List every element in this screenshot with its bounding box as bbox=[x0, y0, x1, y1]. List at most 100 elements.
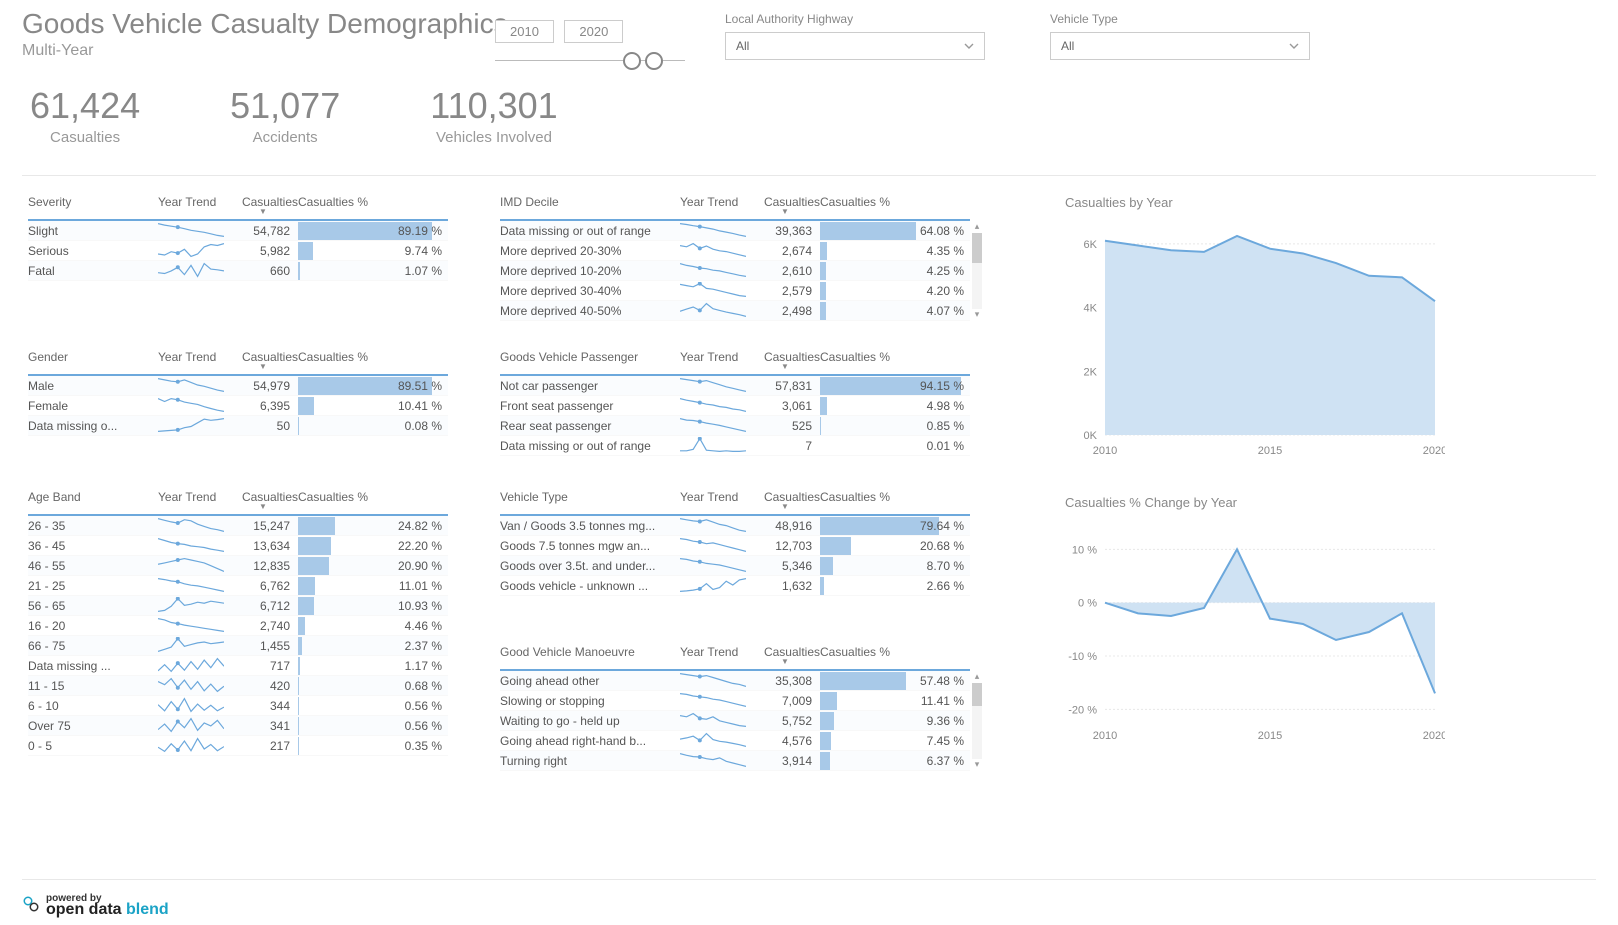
row-label: 11 - 15 bbox=[28, 679, 158, 693]
chart-casualties-by-year[interactable]: Casualties by Year 0K2K4K6K201020152020 bbox=[1065, 195, 1445, 460]
table-row[interactable]: Slight 54,782 89.19 % bbox=[28, 221, 448, 241]
table-header[interactable]: Vehicle Type Year Trend Casualties▼ Casu… bbox=[500, 490, 970, 516]
year-from-input[interactable]: 2010 bbox=[495, 20, 554, 43]
table-row[interactable]: Van / Goods 3.5 tonnes mg... 48,916 79.6… bbox=[500, 516, 970, 536]
col-trend[interactable]: Year Trend bbox=[680, 350, 750, 370]
table-row[interactable]: 56 - 65 6,712 10.93 % bbox=[28, 596, 448, 616]
row-casualties: 48,916 bbox=[750, 519, 820, 533]
table-row[interactable]: Waiting to go - held up 5,752 9.36 % bbox=[500, 711, 970, 731]
table-row[interactable]: More deprived 30-40% 2,579 4.20 % bbox=[500, 281, 970, 301]
col-trend[interactable]: Year Trend bbox=[158, 195, 228, 215]
col-trend[interactable]: Year Trend bbox=[680, 195, 750, 215]
col-trend[interactable]: Year Trend bbox=[158, 490, 228, 510]
slider-track[interactable] bbox=[495, 51, 685, 71]
table-header[interactable]: IMD Decile Year Trend Casualties▼ Casual… bbox=[500, 195, 970, 221]
slider-handle-from[interactable] bbox=[623, 52, 641, 70]
table-header[interactable]: Gender Year Trend Casualties▼ Casualties… bbox=[28, 350, 448, 376]
row-pct-bar: 4.35 % bbox=[820, 242, 970, 260]
col-casualties[interactable]: Casualties▼ bbox=[750, 350, 820, 370]
scroll-down-icon[interactable]: ▾ bbox=[972, 309, 982, 321]
row-pct-bar: 1.07 % bbox=[298, 262, 448, 280]
year-range-slider[interactable]: 2010 2020 bbox=[495, 20, 685, 71]
table-row[interactable]: 11 - 15 420 0.68 % bbox=[28, 676, 448, 696]
chart-casualties-pct-change[interactable]: Casualties % Change by Year -20 %-10 %0 … bbox=[1065, 495, 1445, 745]
table-row[interactable]: 0 - 5 217 0.35 % bbox=[28, 736, 448, 756]
col-name[interactable]: Goods Vehicle Passenger bbox=[500, 350, 680, 370]
col-pct[interactable]: Casualties % bbox=[820, 350, 970, 370]
col-pct[interactable]: Casualties % bbox=[820, 490, 970, 510]
col-casualties[interactable]: Casualties▼ bbox=[750, 645, 820, 665]
table-row[interactable]: Turning right 3,914 6.37 % bbox=[500, 751, 970, 771]
scroll-up-icon[interactable]: ▴ bbox=[972, 671, 982, 683]
row-casualties: 717 bbox=[228, 659, 298, 673]
table-row[interactable]: Goods vehicle - unknown ... 1,632 2.66 % bbox=[500, 576, 970, 596]
slider-handle-to[interactable] bbox=[645, 52, 663, 70]
table-row[interactable]: Female 6,395 10.41 % bbox=[28, 396, 448, 416]
col-pct[interactable]: Casualties % bbox=[820, 195, 970, 215]
dropdown-local-authority[interactable]: All bbox=[725, 32, 985, 60]
col-trend[interactable]: Year Trend bbox=[680, 490, 750, 510]
col-casualties[interactable]: Casualties▼ bbox=[228, 350, 298, 370]
table-row[interactable]: Fatal 660 1.07 % bbox=[28, 261, 448, 281]
row-casualties: 50 bbox=[228, 419, 298, 433]
table-row[interactable]: 66 - 75 1,455 2.37 % bbox=[28, 636, 448, 656]
table-row[interactable]: Front seat passenger 3,061 4.98 % bbox=[500, 396, 970, 416]
col-name[interactable]: Age Band bbox=[28, 490, 158, 510]
table-header[interactable]: Age Band Year Trend Casualties▼ Casualti… bbox=[28, 490, 448, 516]
year-to-input[interactable]: 2020 bbox=[564, 20, 623, 43]
table-row[interactable]: Serious 5,982 9.74 % bbox=[28, 241, 448, 261]
table-row[interactable]: 36 - 45 13,634 22.20 % bbox=[28, 536, 448, 556]
col-pct[interactable]: Casualties % bbox=[298, 490, 448, 510]
table-row[interactable]: 46 - 55 12,835 20.90 % bbox=[28, 556, 448, 576]
col-trend[interactable]: Year Trend bbox=[158, 350, 228, 370]
scrollbar[interactable]: ▴ ▾ bbox=[972, 671, 982, 771]
table-row[interactable]: Male 54,979 89.51 % bbox=[28, 376, 448, 396]
col-casualties[interactable]: Casualties▼ bbox=[750, 490, 820, 510]
table-row[interactable]: 16 - 20 2,740 4.46 % bbox=[28, 616, 448, 636]
table-row[interactable]: Slowing or stopping 7,009 11.41 % bbox=[500, 691, 970, 711]
col-casualties[interactable]: Casualties▼ bbox=[750, 195, 820, 215]
table-row[interactable]: Data missing o... 50 0.08 % bbox=[28, 416, 448, 436]
scroll-up-icon[interactable]: ▴ bbox=[972, 221, 982, 233]
col-name[interactable]: Good Vehicle Manoeuvre bbox=[500, 645, 680, 665]
sparkline bbox=[158, 597, 228, 615]
table-row[interactable]: Going ahead right-hand b... 4,576 7.45 % bbox=[500, 731, 970, 751]
table-row[interactable]: Data missing ... 717 1.17 % bbox=[28, 656, 448, 676]
table-row[interactable]: Going ahead other 35,308 57.48 % bbox=[500, 671, 970, 691]
col-name[interactable]: Severity bbox=[28, 195, 158, 215]
col-pct[interactable]: Casualties % bbox=[298, 195, 448, 215]
col-casualties[interactable]: Casualties▼ bbox=[228, 490, 298, 510]
table-row[interactable]: Goods over 3.5t. and under... 5,346 8.70… bbox=[500, 556, 970, 576]
scroll-down-icon[interactable]: ▾ bbox=[972, 759, 982, 771]
row-label: Data missing o... bbox=[28, 419, 158, 433]
table-header[interactable]: Severity Year Trend Casualties▼ Casualti… bbox=[28, 195, 448, 221]
table-row[interactable]: 26 - 35 15,247 24.82 % bbox=[28, 516, 448, 536]
col-trend[interactable]: Year Trend bbox=[680, 645, 750, 665]
table-passenger: Goods Vehicle Passenger Year Trend Casua… bbox=[500, 350, 970, 456]
row-casualties: 5,346 bbox=[750, 559, 820, 573]
table-row[interactable]: 6 - 10 344 0.56 % bbox=[28, 696, 448, 716]
col-pct[interactable]: Casualties % bbox=[820, 645, 970, 665]
col-name[interactable]: Gender bbox=[28, 350, 158, 370]
table-header[interactable]: Good Vehicle Manoeuvre Year Trend Casual… bbox=[500, 645, 970, 671]
row-label: Turning right bbox=[500, 754, 680, 768]
col-pct[interactable]: Casualties % bbox=[298, 350, 448, 370]
dropdown-vehicle-type[interactable]: All bbox=[1050, 32, 1310, 60]
col-name[interactable]: Vehicle Type bbox=[500, 490, 680, 510]
table-row[interactable]: Data missing or out of range 39,363 64.0… bbox=[500, 221, 970, 241]
table-header[interactable]: Goods Vehicle Passenger Year Trend Casua… bbox=[500, 350, 970, 376]
col-casualties[interactable]: Casualties▼ bbox=[228, 195, 298, 215]
table-row[interactable]: Over 75 341 0.56 % bbox=[28, 716, 448, 736]
table-row[interactable]: Not car passenger 57,831 94.15 % bbox=[500, 376, 970, 396]
table-row[interactable]: Data missing or out of range 7 0.01 % bbox=[500, 436, 970, 456]
table-row[interactable]: Rear seat passenger 525 0.85 % bbox=[500, 416, 970, 436]
col-name[interactable]: IMD Decile bbox=[500, 195, 680, 215]
row-label: 46 - 55 bbox=[28, 559, 158, 573]
table-row[interactable]: More deprived 40-50% 2,498 4.07 % bbox=[500, 301, 970, 321]
area-chart: -20 %-10 %0 %10 %201020152020 bbox=[1065, 520, 1445, 745]
table-row[interactable]: 21 - 25 6,762 11.01 % bbox=[28, 576, 448, 596]
scrollbar[interactable]: ▴ ▾ bbox=[972, 221, 982, 321]
table-row[interactable]: More deprived 20-30% 2,674 4.35 % bbox=[500, 241, 970, 261]
table-row[interactable]: More deprived 10-20% 2,610 4.25 % bbox=[500, 261, 970, 281]
table-row[interactable]: Goods 7.5 tonnes mgw an... 12,703 20.68 … bbox=[500, 536, 970, 556]
